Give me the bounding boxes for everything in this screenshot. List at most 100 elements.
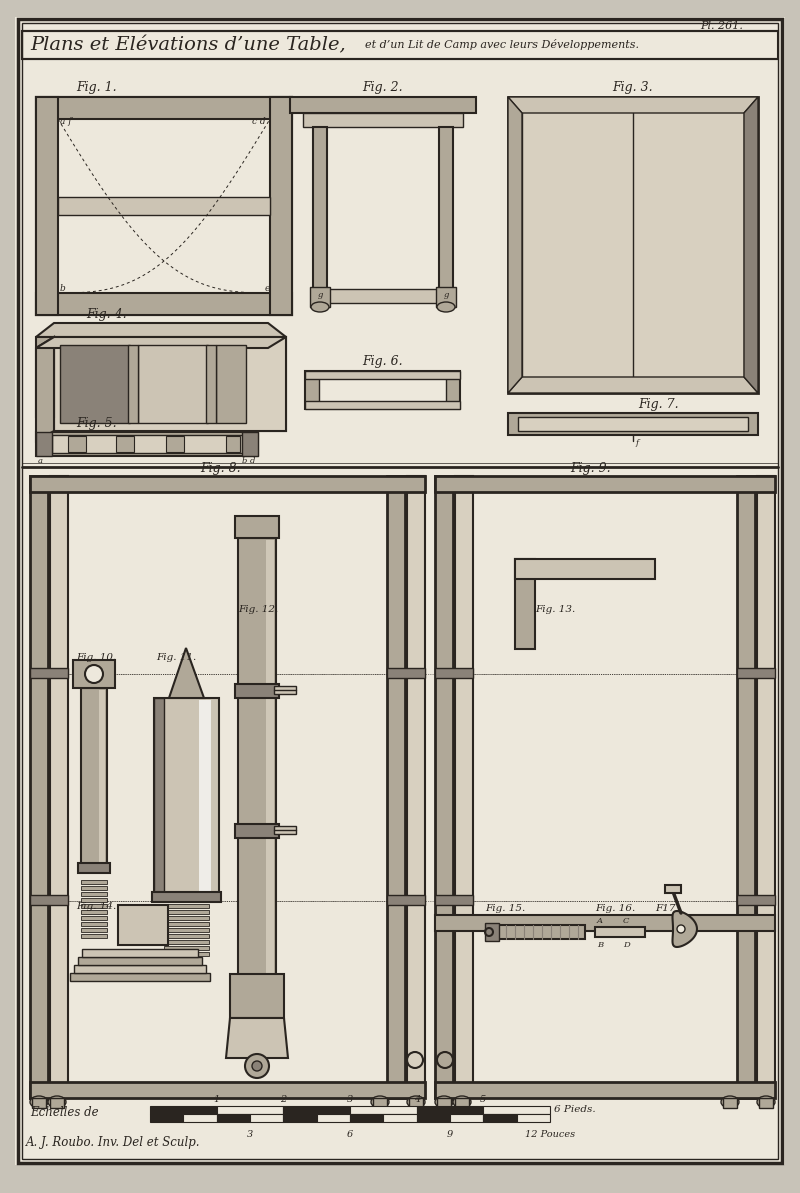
- Bar: [81, 904, 107, 908]
- Bar: [435, 476, 453, 1098]
- Ellipse shape: [371, 1096, 389, 1108]
- Text: A: A: [597, 917, 603, 925]
- Bar: [58, 197, 270, 215]
- Bar: [199, 700, 211, 896]
- Bar: [250, 1114, 283, 1121]
- Bar: [150, 1106, 217, 1114]
- Bar: [274, 686, 296, 694]
- Polygon shape: [508, 97, 758, 113]
- Bar: [230, 973, 284, 1018]
- Bar: [30, 1082, 425, 1098]
- Text: 3: 3: [347, 1095, 353, 1104]
- Bar: [81, 916, 107, 920]
- Bar: [313, 126, 327, 290]
- Text: Fig. 13.: Fig. 13.: [535, 605, 575, 614]
- Text: Fig. 15.: Fig. 15.: [485, 904, 526, 913]
- Bar: [435, 1082, 775, 1098]
- Ellipse shape: [30, 1096, 48, 1108]
- Bar: [350, 1114, 383, 1121]
- Text: 5: 5: [480, 1095, 486, 1104]
- Text: Fig. 8.: Fig. 8.: [200, 462, 240, 475]
- Text: f: f: [636, 439, 639, 447]
- Bar: [435, 895, 473, 905]
- Bar: [436, 288, 456, 307]
- Circle shape: [252, 1061, 262, 1071]
- Text: 4: 4: [414, 1095, 420, 1104]
- Text: 12 Pouces: 12 Pouces: [525, 1130, 575, 1139]
- Bar: [78, 957, 202, 965]
- Text: Plans et Elévations d’une Table,: Plans et Elévations d’une Table,: [30, 36, 346, 54]
- Text: g: g: [443, 291, 449, 299]
- Bar: [508, 413, 758, 435]
- Bar: [290, 97, 476, 113]
- Bar: [36, 97, 292, 119]
- Bar: [22, 31, 778, 58]
- Bar: [266, 540, 274, 976]
- Text: a: a: [38, 457, 43, 465]
- Bar: [73, 660, 115, 688]
- Text: 9: 9: [447, 1130, 453, 1139]
- Text: Fig. 6.: Fig. 6.: [362, 356, 402, 367]
- Bar: [70, 973, 210, 981]
- Text: B: B: [597, 941, 603, 948]
- Circle shape: [677, 925, 685, 933]
- Bar: [350, 1106, 417, 1114]
- Text: Fig. 2.: Fig. 2.: [362, 81, 403, 94]
- Bar: [30, 476, 48, 1098]
- Text: 3: 3: [247, 1130, 253, 1139]
- Bar: [450, 1114, 483, 1121]
- Bar: [757, 476, 775, 1098]
- Polygon shape: [36, 323, 286, 336]
- Bar: [373, 1098, 387, 1108]
- Bar: [238, 538, 276, 978]
- Bar: [81, 688, 107, 869]
- Bar: [417, 1106, 483, 1114]
- Bar: [81, 886, 107, 890]
- Bar: [164, 952, 209, 956]
- Bar: [164, 940, 209, 944]
- Bar: [455, 476, 473, 1098]
- Bar: [283, 1114, 317, 1121]
- Bar: [737, 895, 775, 905]
- Bar: [68, 435, 86, 452]
- Bar: [387, 668, 425, 678]
- Polygon shape: [508, 97, 522, 392]
- Polygon shape: [36, 336, 54, 418]
- Bar: [303, 113, 463, 126]
- Bar: [310, 288, 330, 307]
- Bar: [305, 371, 460, 379]
- Circle shape: [245, 1053, 269, 1078]
- Text: e: e: [265, 284, 270, 293]
- Bar: [483, 1106, 550, 1114]
- Bar: [164, 910, 209, 914]
- Bar: [483, 1114, 517, 1121]
- Bar: [439, 126, 453, 290]
- Bar: [522, 111, 744, 379]
- Text: Fig. 16.: Fig. 16.: [595, 904, 635, 913]
- Bar: [485, 923, 499, 941]
- Bar: [116, 435, 134, 452]
- Bar: [495, 925, 585, 939]
- Text: a f: a f: [60, 117, 72, 126]
- Bar: [723, 1098, 737, 1108]
- Bar: [508, 97, 758, 392]
- Bar: [128, 345, 138, 424]
- Bar: [235, 517, 279, 538]
- Bar: [138, 345, 208, 424]
- Text: Fig. 9.: Fig. 9.: [570, 462, 610, 475]
- Bar: [206, 345, 216, 424]
- Bar: [81, 892, 107, 896]
- Text: 6: 6: [347, 1130, 353, 1139]
- Bar: [183, 1114, 217, 1121]
- Bar: [81, 928, 107, 932]
- Bar: [217, 1114, 250, 1121]
- Bar: [30, 476, 425, 492]
- Polygon shape: [226, 1018, 288, 1058]
- Bar: [166, 435, 184, 452]
- Bar: [383, 1114, 417, 1121]
- Bar: [164, 934, 209, 938]
- Bar: [118, 905, 168, 945]
- Bar: [235, 824, 279, 837]
- Bar: [74, 965, 206, 973]
- Bar: [759, 1098, 773, 1108]
